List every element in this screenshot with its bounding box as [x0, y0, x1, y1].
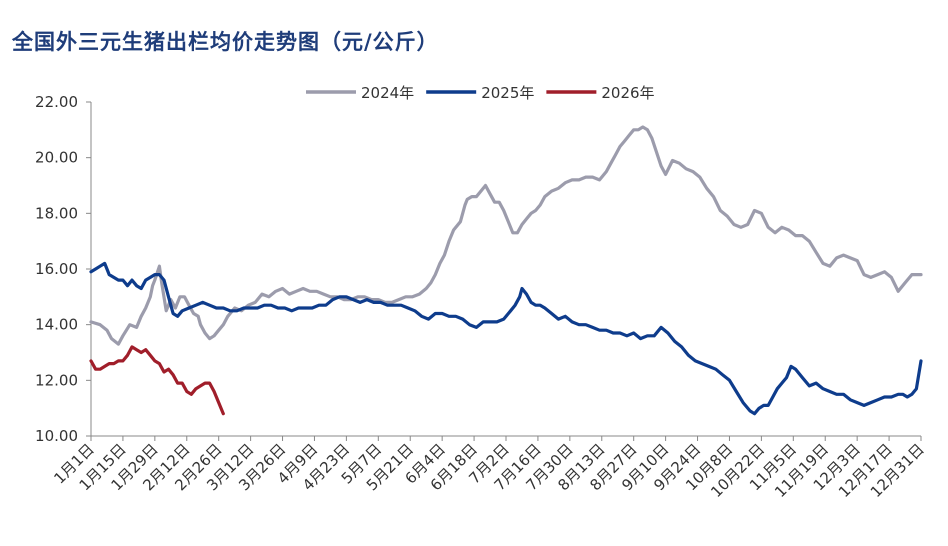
- y-axis-ticks: 10.00 12.00 14.00 16.00 18.00 20.00 22.00: [35, 93, 91, 445]
- series-lines: [89, 125, 923, 416]
- x-axis-ticks: 1月1日1月15日1月29日2月12日2月26日3月12日3月26日4月9日4月…: [50, 436, 928, 501]
- y-tick-label: 14.00: [35, 316, 78, 334]
- y-tick-label: 10.00: [35, 427, 78, 445]
- chart-title: 全国外三元生猪出栏均价走势图（元/公斤）: [12, 30, 439, 54]
- axes: [90, 102, 921, 437]
- y-tick-label: 22.00: [35, 93, 78, 111]
- series-line-2: [89, 345, 225, 416]
- y-tick-label: 12.00: [35, 371, 78, 389]
- legend-label-1: 2025年: [481, 84, 534, 102]
- legend-label-2: 2026年: [601, 84, 654, 102]
- y-tick-label: 18.00: [35, 204, 78, 222]
- series-line-0: [89, 125, 923, 346]
- y-tick-label: 20.00: [35, 149, 78, 167]
- series-line-1: [89, 261, 923, 416]
- y-tick-label: 16.00: [35, 260, 78, 278]
- legend: 2024年 2025年 2026年: [306, 84, 655, 102]
- legend-label-0: 2024年: [361, 84, 414, 102]
